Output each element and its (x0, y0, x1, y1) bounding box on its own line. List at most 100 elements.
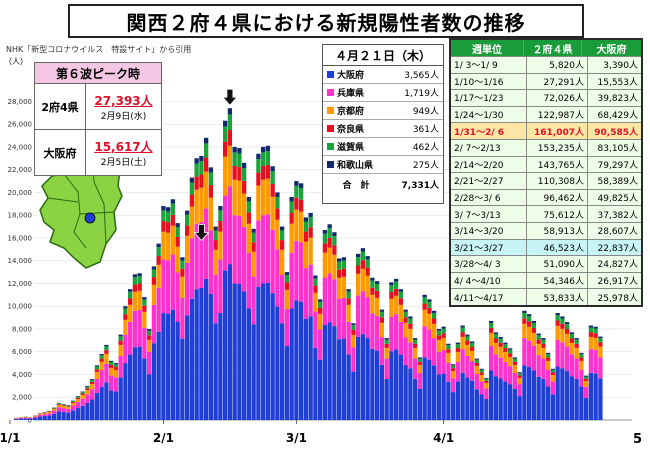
bar-segment (299, 301, 304, 420)
bar-segment (94, 392, 100, 420)
peak-row-label: 2府4県 (35, 84, 86, 129)
weekly-week: 4/11～4/17 (451, 289, 527, 305)
bar-segment (427, 313, 432, 330)
bar-segment (470, 380, 475, 420)
bar-segment (327, 224, 332, 229)
bar-segment (42, 414, 47, 417)
bar-segment (398, 298, 404, 305)
peak-row-value: 27,393人 (94, 93, 153, 108)
bar-segment (446, 345, 451, 350)
bar-segment (365, 338, 370, 420)
bar-segment (337, 298, 342, 340)
bar-segment (246, 308, 252, 420)
bar-segment (237, 216, 242, 285)
bar-segment (199, 174, 204, 188)
x-tick-label: 2/1 (153, 431, 174, 445)
bar-segment (598, 338, 603, 343)
bar-segment (493, 342, 499, 355)
bar-segment (242, 291, 247, 420)
bar-segment (541, 358, 546, 380)
bar-segment (555, 339, 560, 367)
prefecture-value: 361人 (412, 125, 439, 135)
bar-segment (280, 226, 285, 231)
bar-segment (80, 392, 85, 394)
bar-segment (294, 209, 299, 241)
bar-segment (479, 374, 484, 382)
bar-segment (522, 338, 527, 366)
bar-segment (536, 339, 541, 344)
bar-segment (389, 351, 394, 420)
bar-segment (104, 344, 109, 347)
bar-segment (332, 235, 337, 246)
bar-segment (147, 330, 152, 336)
bar-segment (14, 418, 19, 420)
weekly-kansai-value: 161,007人 (527, 123, 588, 139)
bar-segment (498, 357, 503, 379)
weekly-table-row: 4/11～4/17 53,833人 25,978人 (451, 289, 641, 305)
bar-segment (379, 337, 385, 365)
bar-segment (489, 370, 494, 420)
daily-table-row: 京都府 949人 (323, 102, 443, 120)
bar-segment (256, 286, 261, 420)
weekly-osaka-value: 24,827人 (597, 260, 639, 271)
y-tick-label: 4,000 (12, 371, 32, 379)
weekly-osaka-value: 83,105人 (597, 144, 639, 155)
bar-segment (351, 330, 356, 335)
bar-segment (318, 301, 323, 308)
bar-segment (52, 410, 57, 414)
y-tick-label: 6,000 (12, 348, 32, 356)
bar-segment (531, 327, 537, 333)
bar-segment (137, 290, 142, 310)
bar-segment (460, 336, 465, 350)
bar-segment (99, 361, 104, 371)
bar-segment (512, 361, 518, 365)
legend-swatch (327, 107, 334, 114)
weekly-kansai-value: 51,090人 (527, 256, 588, 272)
bar-segment (394, 288, 399, 296)
bar-segment (588, 327, 594, 333)
bar-segment (565, 333, 570, 347)
bar-segment (142, 327, 147, 359)
weekly-kansai-value: 110,308人 (527, 173, 588, 189)
bar-segment (365, 259, 370, 268)
bar-segment (593, 337, 598, 351)
bar-segment (517, 373, 522, 376)
bar-segment (23, 418, 28, 420)
bar-segment (408, 368, 413, 420)
weekly-kansai-value: 53,833人 (527, 289, 588, 305)
bar-segment (118, 336, 123, 341)
x-tick-label: 4/1 (433, 431, 454, 445)
bar-segment (227, 186, 233, 265)
bar-segment (413, 339, 418, 344)
bar-segment (104, 382, 109, 420)
bar-segment (455, 344, 461, 349)
bar-segment (142, 305, 147, 312)
bar-segment (422, 303, 427, 310)
bar-segment (493, 334, 499, 339)
bar-segment (465, 334, 470, 337)
bar-segment (375, 350, 380, 420)
bar-segment (61, 405, 66, 406)
daily-table-row: 滋賀県 462人 (323, 138, 443, 156)
bar-segment (550, 372, 556, 375)
bar-segment (303, 318, 309, 420)
bar-segment (370, 313, 375, 349)
bar-segment (166, 207, 171, 212)
y-tick-label: 0 (28, 417, 32, 425)
bar-segment (398, 291, 404, 299)
bar-segment (280, 249, 285, 275)
bar-segment (508, 349, 513, 354)
peak-row-label: 大阪府 (35, 130, 86, 175)
bar-segment (104, 346, 109, 351)
y-axis-ticks: 0 2,000 4,000 6,000 8,000 10,000 12,000 14,000 1… (8, 98, 33, 425)
bar-segment (128, 291, 133, 299)
bar-segment (432, 318, 437, 324)
bar-segment (85, 389, 90, 395)
bar-segment (204, 143, 209, 158)
bar-segment (199, 161, 204, 175)
bar-segment (384, 343, 389, 348)
bar-segment (356, 336, 361, 420)
bar-segment (569, 334, 575, 339)
bar-segment (565, 324, 570, 329)
bar-segment (99, 358, 104, 362)
